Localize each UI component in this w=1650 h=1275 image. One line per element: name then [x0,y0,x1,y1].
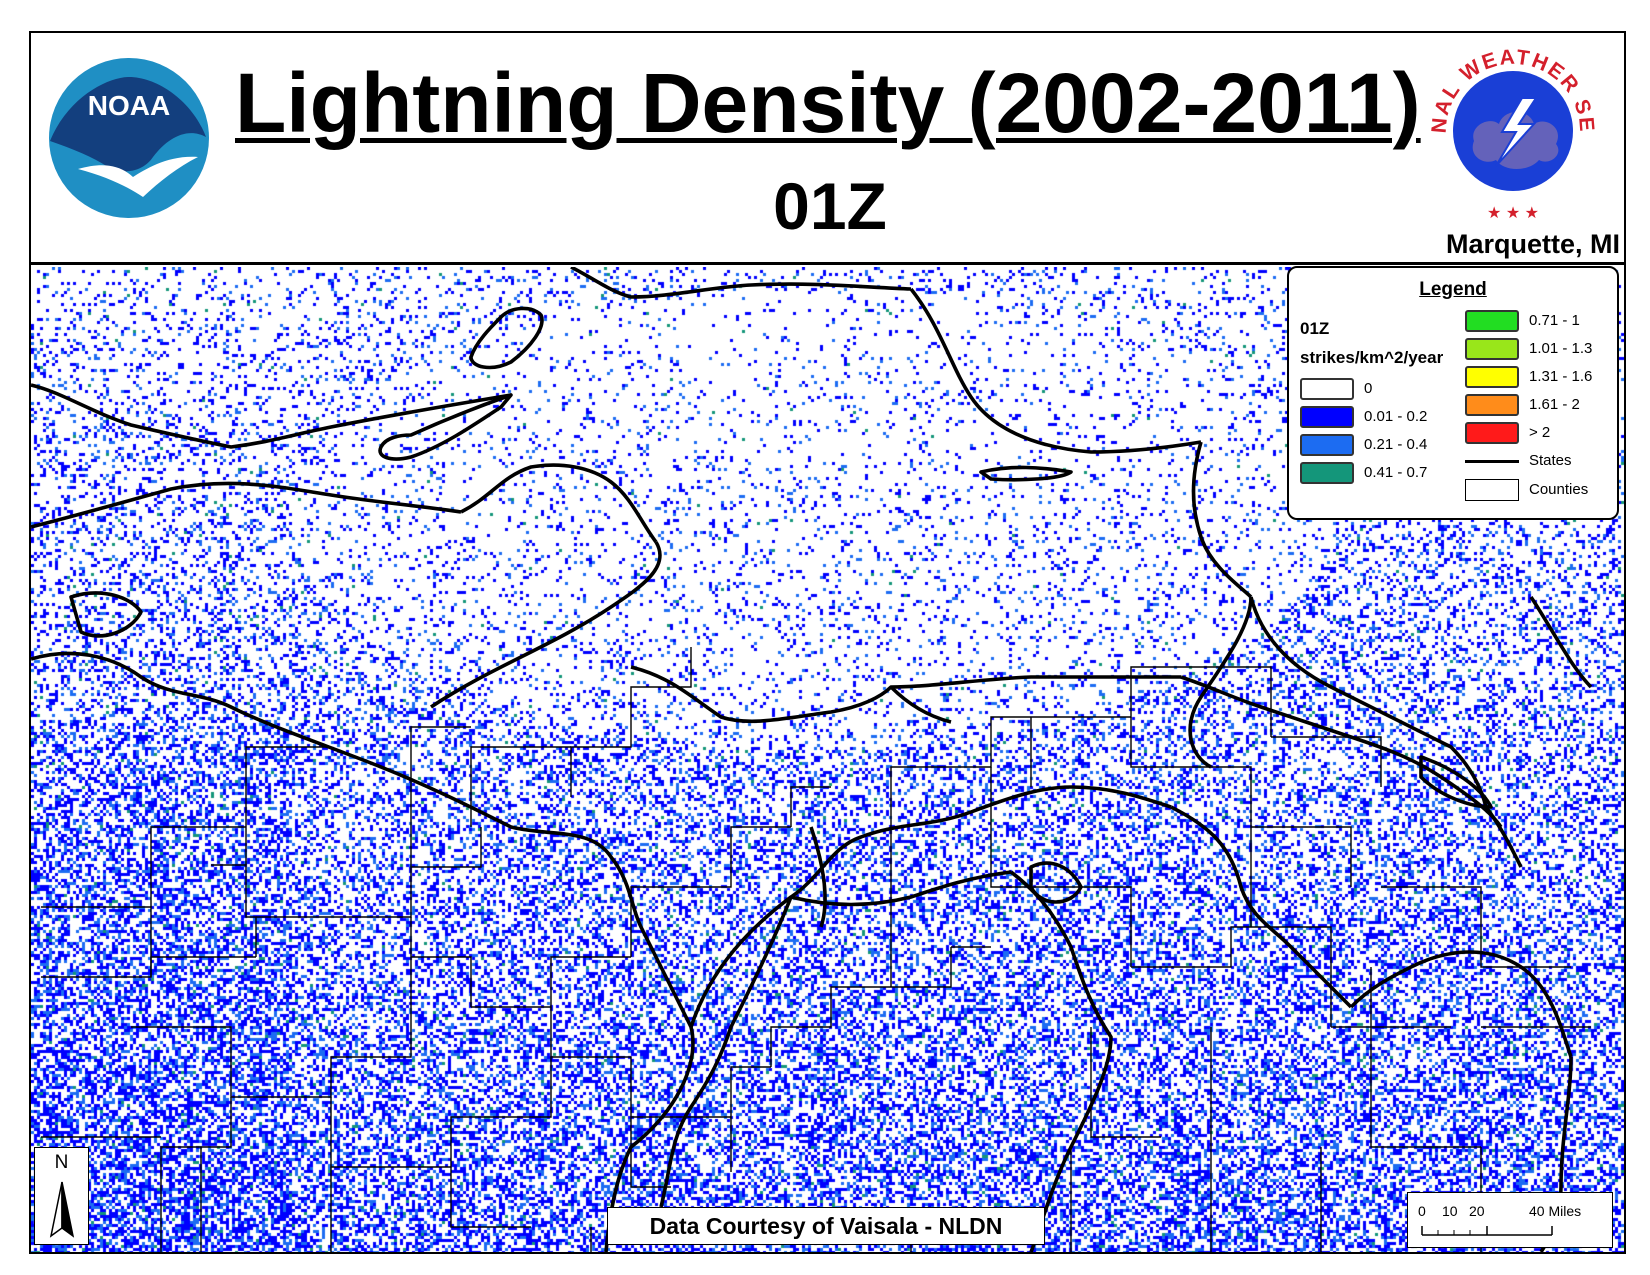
map-frame [29,31,1626,1254]
scale-label-40: 40 Miles [1529,1203,1582,1219]
legend-swatch [1465,338,1519,360]
nws-logo-icon: NATIONAL WEATHER SERVICE ★ ★ ★ [1424,36,1599,222]
noaa-logo-text: NOAA [88,90,170,121]
legend-units-label: strikes/km^2/year [1300,348,1444,367]
svg-text:★ ★ ★: ★ ★ ★ [1487,205,1539,222]
map-subtitle: 01Z [773,169,887,243]
legend-class-label: 0.21 - 0.4 [1364,436,1428,453]
legend-swatch [1300,462,1354,484]
map-legend: Legend 01Z strikes/km^2/year 0 0.01 - 0.… [1287,266,1619,520]
map-title: Lightning Density (2002-2011) [235,56,1421,150]
office-label: Marquette, MI [1445,229,1620,259]
legend-swatch [1300,406,1354,428]
legend-swatch [1300,378,1354,400]
legend-swatch [1465,422,1519,444]
north-arrow: N [34,1147,89,1245]
legend-class-label: 1.31 - 1.6 [1529,368,1593,385]
noaa-logo-icon: NOAA [49,58,209,218]
county-lines [41,647,1591,1252]
legend-counties-box [1465,479,1519,501]
legend-time-label: 01Z [1300,319,1330,338]
legend-swatch [1300,434,1354,456]
legend-class-label: 1.01 - 1.3 [1529,340,1593,357]
legend-class-label: 0.71 - 1 [1529,312,1580,329]
legend-swatch [1465,310,1519,332]
legend-counties-label: Counties [1529,481,1589,498]
scale-bar: 0 10 20 40 Miles [1407,1192,1613,1248]
north-arrow-icon [49,1181,75,1238]
legend-swatch [1465,366,1519,388]
boundary-overlay [31,267,1593,1252]
north-arrow-label: N [54,1152,69,1173]
legend-title: Legend [1419,279,1487,300]
legend-class-label: 0 [1364,380,1373,397]
legend-states-line [1465,460,1519,463]
scale-label-10: 10 [1442,1203,1458,1219]
scale-label-20: 20 [1469,1203,1485,1219]
scale-label-0: 0 [1418,1203,1426,1219]
state-lines [31,267,1593,1252]
map-header [29,31,1626,265]
legend-swatch [1465,394,1519,416]
legend-class-label: 0.41 - 0.7 [1364,464,1428,481]
scale-bar-ruler [1421,1226,1553,1236]
legend-class-label: > 2 [1529,424,1551,441]
legend-states-label: States [1529,452,1572,469]
legend-class-label: 1.61 - 2 [1529,396,1580,413]
data-credit: Data Courtesy of Vaisala - NLDN [607,1207,1045,1245]
legend-class-label: 0.01 - 0.2 [1364,408,1428,425]
